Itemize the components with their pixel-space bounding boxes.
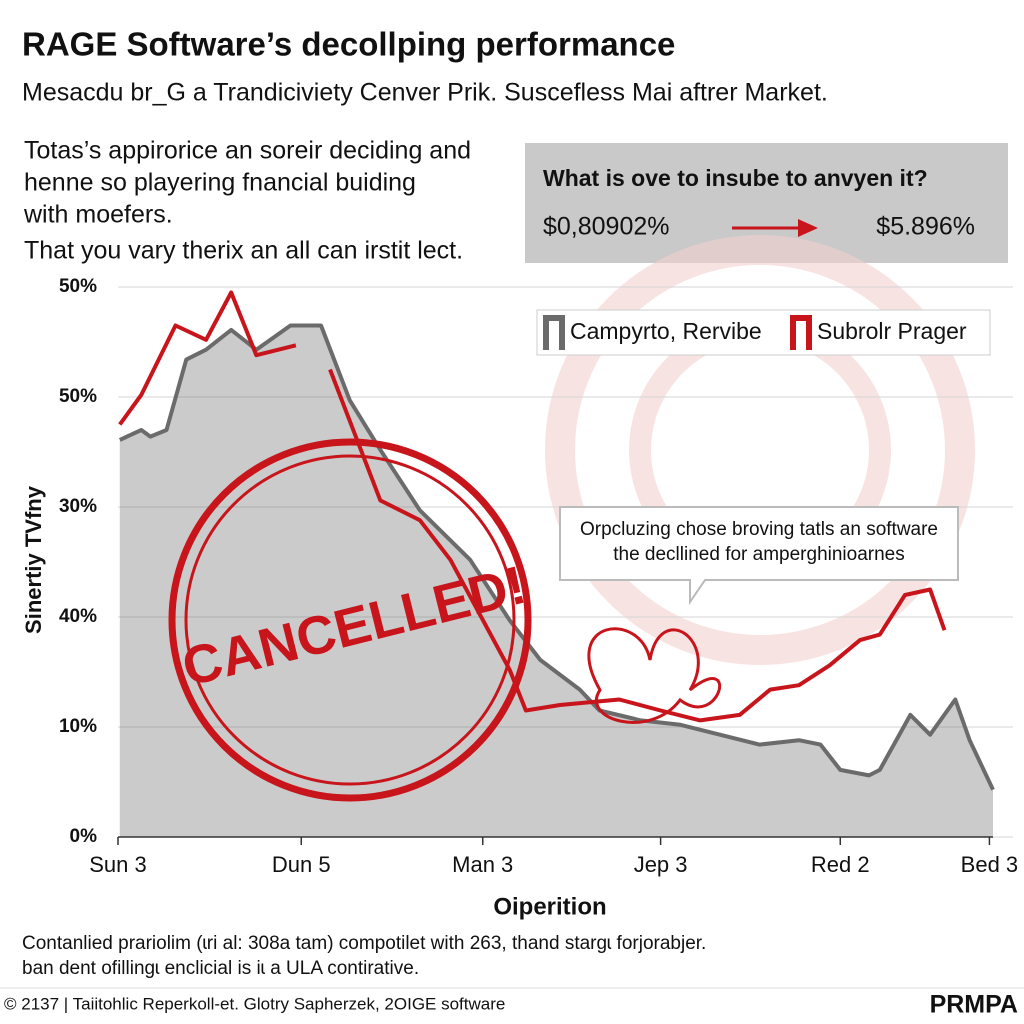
legend: Campyrto, Rervibe Subrolr Prager — [536, 309, 991, 356]
note-bubble: Orpcluzing chose broving tatls an softwa… — [559, 506, 959, 606]
note-line: Orpcluzing chose broving tatls an softwa… — [580, 519, 938, 540]
footnote-line: Contanlied prariolim (ɩri al: 308a tam) … — [22, 933, 706, 954]
x-tick-label: Man 3 — [452, 852, 513, 877]
callout-arrow-head — [798, 219, 818, 237]
x-tick-label: Jep 3 — [634, 852, 688, 877]
note-line: the decllined for amperghinioarnes — [613, 544, 905, 565]
legend-swatch — [543, 315, 565, 350]
series-line — [118, 323, 995, 791]
intro-line: with moefers. — [23, 201, 173, 229]
callout-from: $0,80902% — [543, 213, 670, 241]
knot-decoration — [587, 627, 722, 724]
x-tick-label: Dun 5 — [272, 852, 331, 877]
footer-brand: PRMPA — [930, 991, 1018, 1019]
y-tick-label: 50% — [59, 386, 97, 407]
legend-label: Campyrto, Rervibe — [570, 318, 762, 344]
note-box — [559, 506, 959, 606]
y-tick-label: 50% — [59, 276, 97, 297]
callout-question: What is ove to insube to anvyen it? — [543, 165, 928, 191]
x-tick-label: Bed 3 — [961, 852, 1019, 877]
area — [119, 325, 994, 837]
legend-box — [536, 309, 991, 356]
y-tick-label: 30% — [59, 496, 97, 517]
intro-line: That you vary therix an all can irstit l… — [24, 237, 463, 265]
stamp-ring — [184, 454, 516, 786]
legend-swatch — [790, 315, 812, 350]
intro-line: henne so playering fnancial buiding — [24, 169, 416, 197]
y-tick-label: 10% — [59, 716, 97, 737]
footnote-line: ban dent ofillingɩ enclicial is iɩ a ULA… — [22, 958, 419, 979]
intro-line: Totas’s appirorice an soreir deciding an… — [24, 137, 471, 165]
footer-credit: © 2137 | Taiitohlic Reperkoll-et. Glotry… — [4, 994, 505, 1013]
subtitle: Mesacdu br_G a Trandiciviety Cenver Prik… — [22, 79, 828, 107]
title: RAGE Software’s decollping performance — [22, 26, 675, 63]
y-tick-label: 0% — [70, 826, 98, 847]
series-line — [118, 290, 947, 723]
y-axis-title: Sinertiy TVfny — [21, 485, 46, 634]
x-tick-label: Red 2 — [811, 852, 870, 877]
legend-label: Subrolr Prager — [817, 318, 967, 344]
x-axis-title: Oiperition — [493, 893, 606, 920]
x-tick-label: Sun 3 — [89, 852, 147, 877]
y-tick-label: 40% — [59, 606, 97, 627]
callout-to: $5.896% — [876, 213, 975, 241]
stamp-ring — [168, 438, 532, 802]
background-swirl — [545, 235, 975, 665]
